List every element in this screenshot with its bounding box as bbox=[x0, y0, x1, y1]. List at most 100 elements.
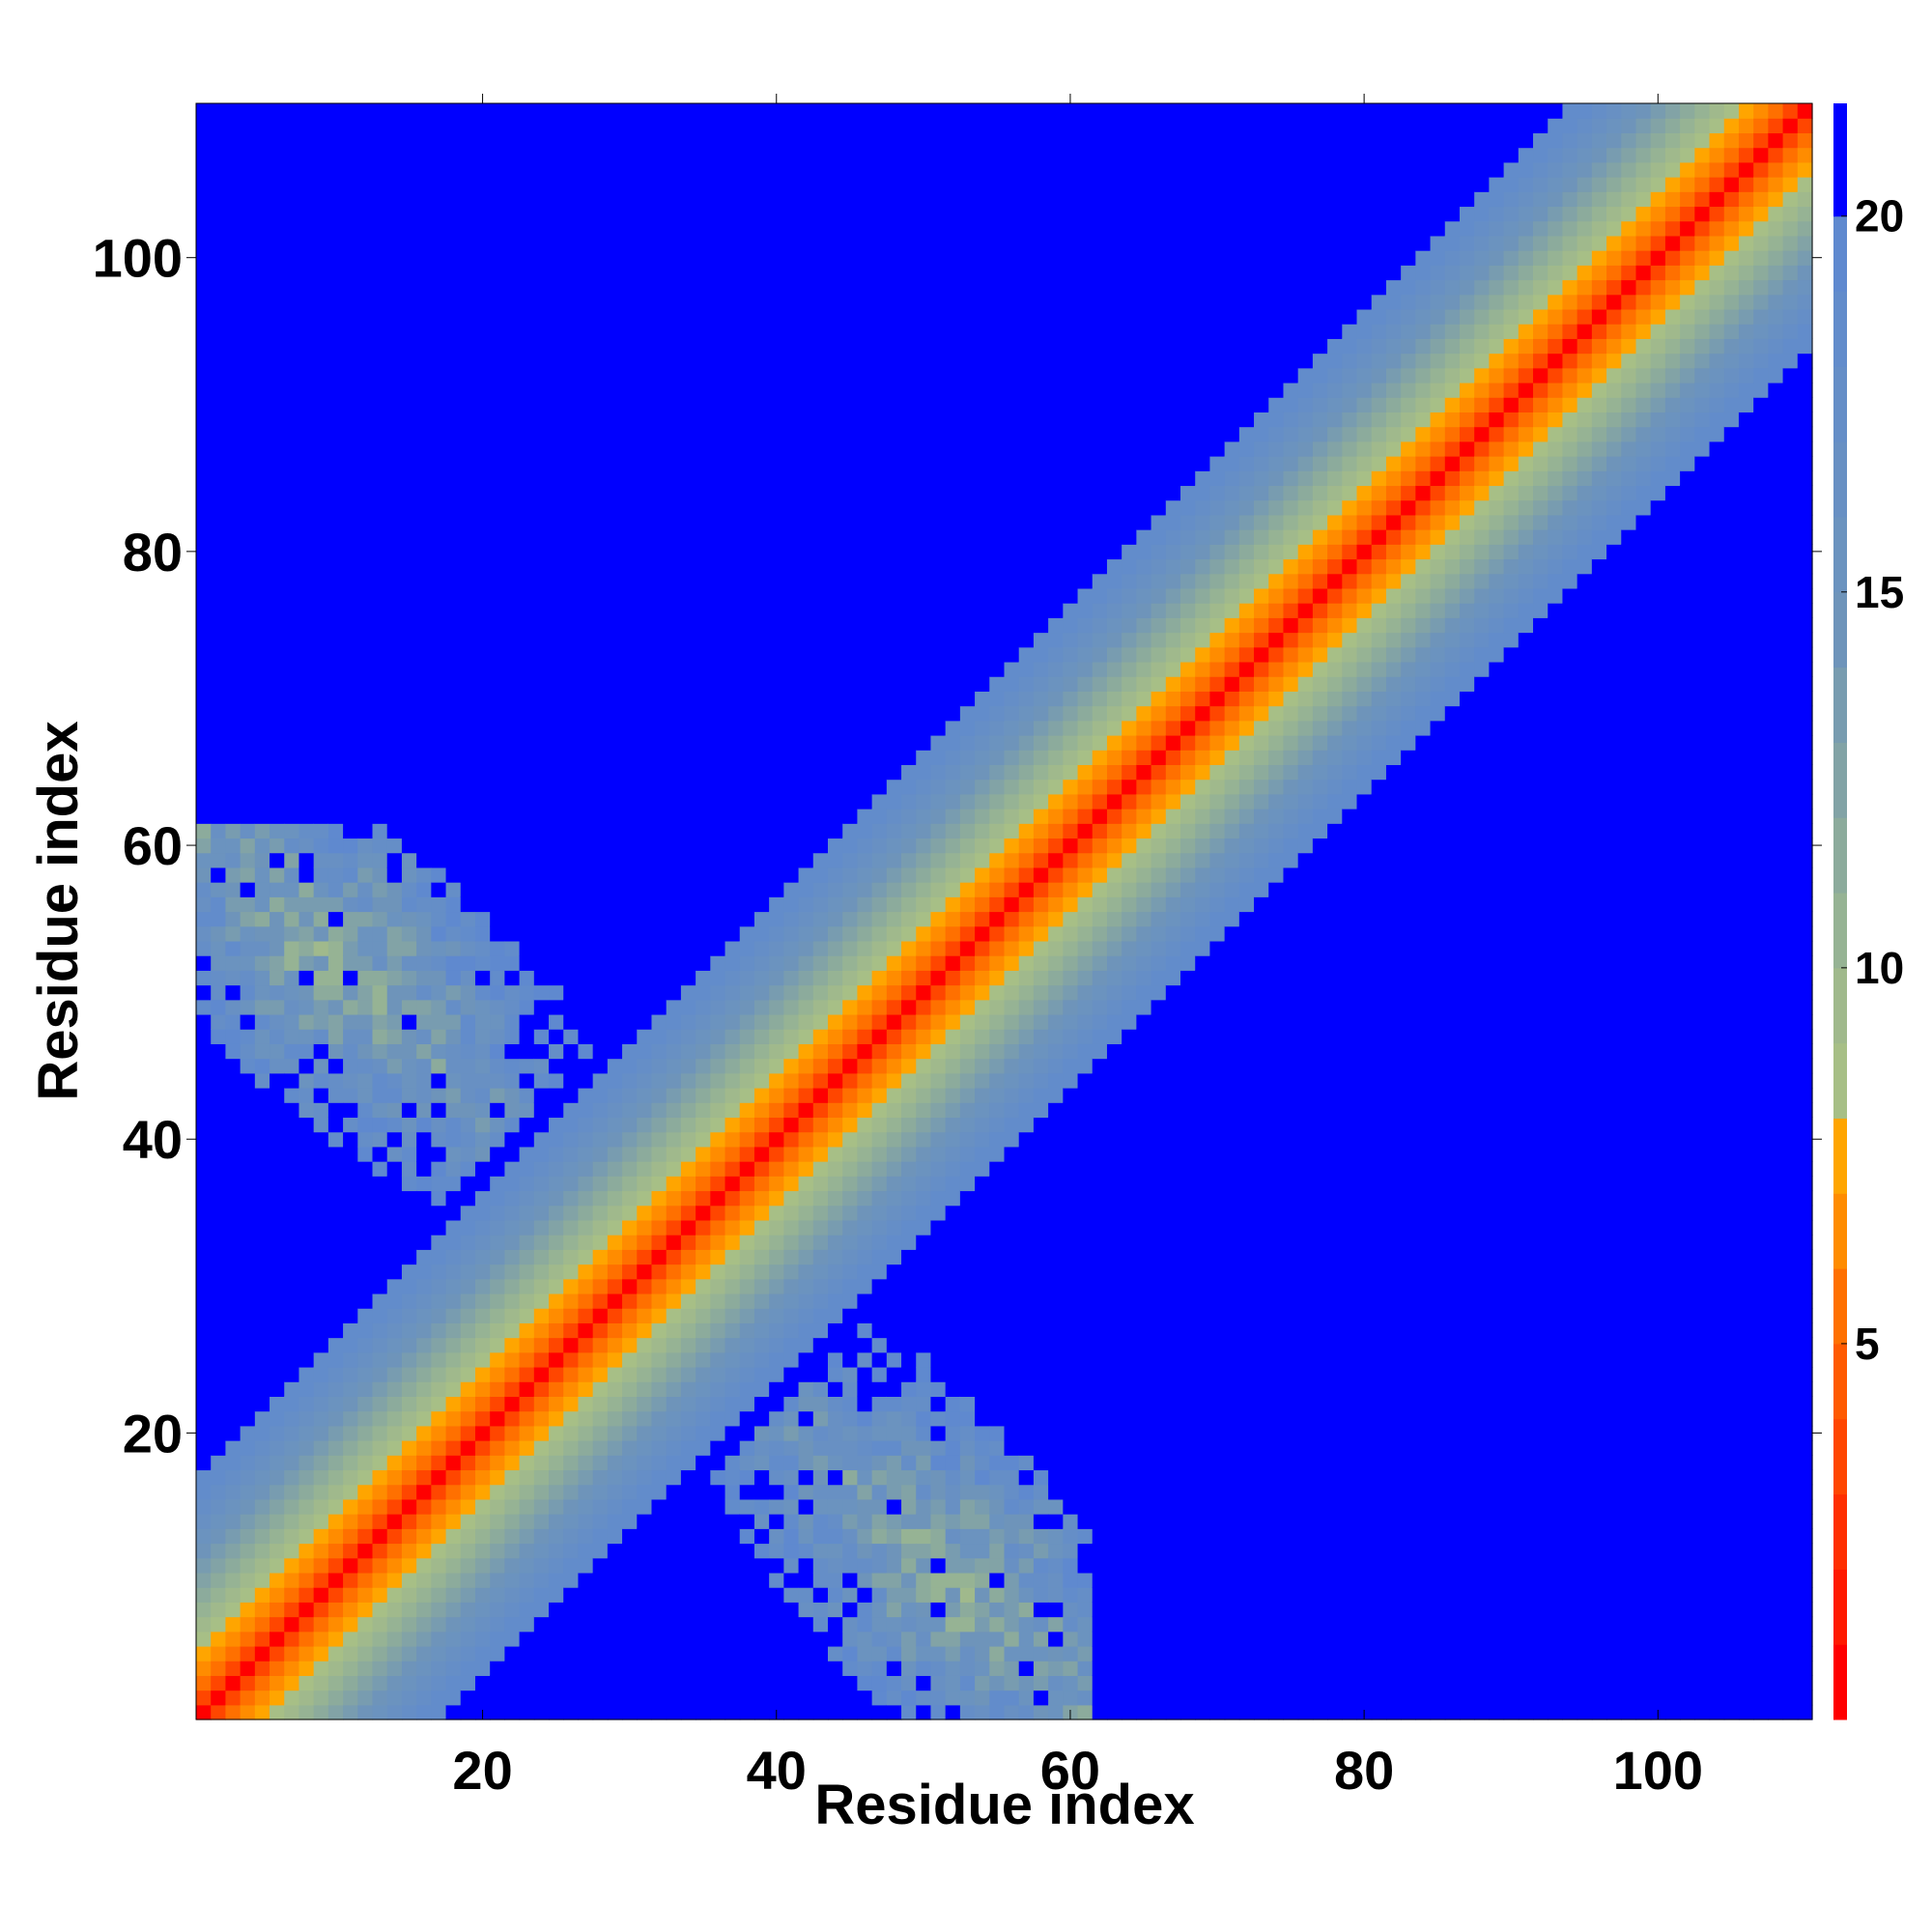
heatmap-cell bbox=[622, 734, 638, 751]
heatmap-cell bbox=[298, 1602, 315, 1618]
heatmap-cell bbox=[549, 265, 564, 281]
heatmap-cell bbox=[549, 1366, 564, 1382]
heatmap-cell bbox=[783, 103, 800, 119]
heatmap-cell bbox=[783, 1219, 800, 1236]
heatmap-cell bbox=[270, 1131, 285, 1148]
heatmap-cell bbox=[783, 1484, 800, 1500]
heatmap-cell bbox=[254, 691, 270, 707]
heatmap-cell bbox=[812, 1219, 829, 1236]
heatmap-cell bbox=[225, 1602, 242, 1618]
heatmap-cell bbox=[504, 691, 521, 707]
heatmap-cell bbox=[225, 397, 242, 412]
heatmap-cell bbox=[386, 1205, 403, 1221]
heatmap-cell bbox=[680, 177, 696, 192]
heatmap-cell bbox=[431, 1602, 447, 1618]
heatmap-cell bbox=[696, 896, 711, 913]
heatmap-cell bbox=[710, 485, 726, 501]
heatmap-cell bbox=[298, 1146, 315, 1162]
heatmap-cell bbox=[460, 1088, 476, 1103]
heatmap-cell bbox=[504, 1661, 521, 1676]
heatmap-cell bbox=[372, 1322, 388, 1339]
heatmap-cell bbox=[225, 970, 242, 986]
heatmap-cell bbox=[827, 1146, 843, 1162]
heatmap-cell bbox=[696, 1029, 711, 1044]
heatmap-cell bbox=[270, 1278, 285, 1294]
heatmap-cell bbox=[724, 1661, 741, 1676]
heatmap-cell bbox=[386, 382, 403, 398]
heatmap-cell bbox=[798, 896, 814, 913]
heatmap-cell bbox=[343, 265, 358, 281]
heatmap-cell bbox=[607, 1278, 623, 1294]
heatmap-cell bbox=[592, 676, 609, 692]
heatmap-cell bbox=[474, 308, 491, 325]
heatmap-cell bbox=[298, 1528, 315, 1545]
heatmap-cell bbox=[812, 823, 829, 839]
heatmap-cell bbox=[769, 440, 784, 457]
heatmap-cell bbox=[724, 1146, 741, 1162]
heatmap-cell bbox=[857, 1410, 873, 1427]
heatmap-cell bbox=[284, 265, 300, 281]
heatmap-cell bbox=[386, 1410, 403, 1427]
heatmap-cell bbox=[327, 1337, 344, 1353]
heatmap-cell bbox=[284, 1425, 300, 1441]
heatmap-cell bbox=[666, 324, 682, 339]
heatmap-cell bbox=[240, 1366, 256, 1382]
heatmap-cell bbox=[578, 1616, 594, 1633]
heatmap-cell bbox=[563, 705, 580, 722]
heatmap-cell bbox=[284, 440, 300, 457]
heatmap-cell bbox=[254, 1278, 270, 1294]
heatmap-cell bbox=[343, 514, 358, 530]
heatmap-cell bbox=[431, 793, 447, 810]
heatmap-cell bbox=[827, 544, 843, 560]
heatmap-cell bbox=[460, 324, 476, 339]
heatmap-cell bbox=[519, 661, 535, 677]
heatmap-cell bbox=[724, 1072, 741, 1089]
heatmap-cell bbox=[680, 1308, 696, 1323]
heatmap-cell bbox=[240, 147, 256, 163]
heatmap-cell bbox=[666, 1366, 682, 1382]
heatmap-cell bbox=[225, 940, 242, 956]
heatmap-cell bbox=[578, 838, 594, 854]
heatmap-cell bbox=[739, 793, 755, 810]
heatmap-cell bbox=[431, 485, 447, 501]
heatmap-cell bbox=[724, 1219, 741, 1236]
heatmap-cell bbox=[842, 793, 859, 810]
heatmap-cell bbox=[578, 1146, 594, 1162]
heatmap-cell bbox=[196, 103, 212, 119]
heatmap-cell bbox=[416, 1249, 432, 1265]
heatmap-cell bbox=[622, 940, 638, 956]
heatmap-cell bbox=[416, 118, 432, 134]
heatmap-cell bbox=[343, 1616, 358, 1633]
heatmap-cell bbox=[211, 925, 227, 942]
heatmap-cell bbox=[327, 1557, 344, 1574]
heatmap-cell bbox=[416, 750, 432, 766]
heatmap-cell bbox=[842, 1381, 859, 1397]
heatmap-cell bbox=[827, 161, 843, 178]
heatmap-cell bbox=[460, 1528, 476, 1545]
heatmap-cell bbox=[563, 1088, 580, 1103]
heatmap-cell bbox=[298, 294, 315, 310]
heatmap-cell bbox=[680, 1088, 696, 1103]
heatmap-cell bbox=[372, 1425, 388, 1441]
heatmap-cell bbox=[798, 1322, 814, 1339]
heatmap-cell bbox=[739, 1616, 755, 1633]
heatmap-cell bbox=[622, 1146, 638, 1162]
heatmap-cell bbox=[680, 764, 696, 781]
heatmap-cell bbox=[769, 1396, 784, 1412]
heatmap-cell bbox=[196, 1235, 212, 1250]
heatmap-cell bbox=[211, 294, 227, 310]
heatmap-cell bbox=[225, 1645, 242, 1662]
heatmap-cell bbox=[196, 1176, 212, 1192]
heatmap-cell bbox=[490, 1146, 505, 1162]
heatmap-cell bbox=[445, 661, 462, 677]
heatmap-cell bbox=[313, 587, 329, 604]
heatmap-cell bbox=[298, 147, 315, 163]
heatmap-cell bbox=[827, 103, 843, 119]
heatmap-cell bbox=[533, 1514, 550, 1529]
heatmap-cell bbox=[637, 1528, 653, 1545]
heatmap-cell bbox=[372, 1043, 388, 1060]
heatmap-cell bbox=[563, 1645, 580, 1662]
heatmap-cell bbox=[798, 177, 814, 192]
heatmap-cell bbox=[724, 970, 741, 986]
heatmap-cell bbox=[827, 896, 843, 913]
